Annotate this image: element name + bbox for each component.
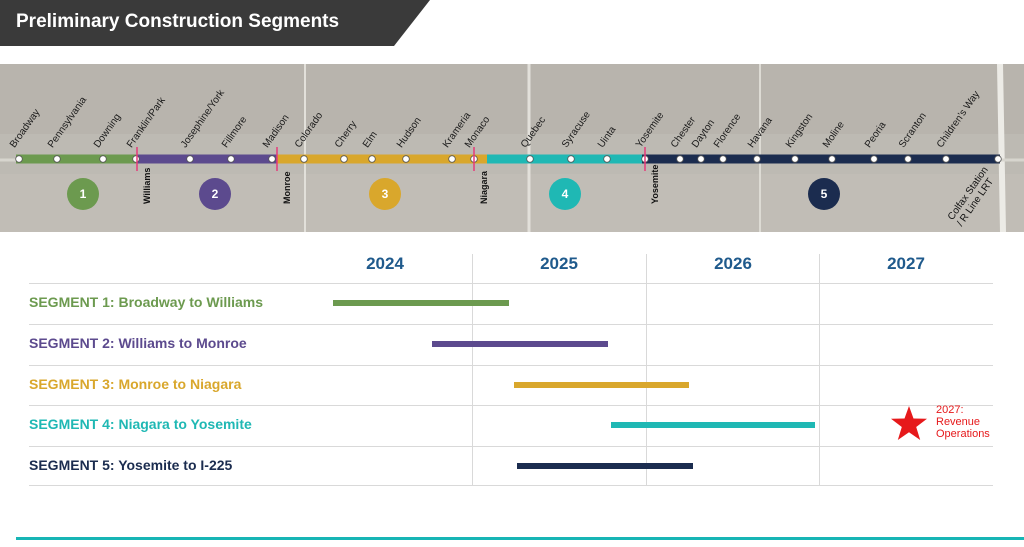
year-header: 2026 xyxy=(714,254,752,273)
station-marker xyxy=(526,155,534,163)
year-header: 2025 xyxy=(540,254,578,273)
station-marker xyxy=(567,155,575,163)
segment-row-label: SEGMENT 3: Monroe to Niagara xyxy=(29,376,242,392)
segment-badge-5: 5 xyxy=(808,178,840,210)
map-highway xyxy=(997,64,1006,232)
station-marker xyxy=(99,155,107,163)
station-marker xyxy=(368,155,376,163)
station-marker xyxy=(132,155,140,163)
map-graphic xyxy=(0,64,1024,232)
segment-badge-1: 1 xyxy=(67,178,99,210)
station-marker xyxy=(227,155,235,163)
gantt-bar-segment-5 xyxy=(517,463,693,469)
footer-divider xyxy=(16,537,1024,540)
segment-row-label: SEGMENT 4: Niagara to Yosemite xyxy=(29,416,252,432)
year-divider xyxy=(472,254,473,485)
segment-row-label: SEGMENT 2: Williams to Monroe xyxy=(29,335,247,351)
gantt-bar-segment-4 xyxy=(611,422,815,428)
terminus-marker xyxy=(994,155,1002,163)
station-marker xyxy=(268,155,276,163)
page-title: Preliminary Construction Segments xyxy=(16,11,340,32)
row-divider xyxy=(29,365,993,366)
station-marker xyxy=(340,155,348,163)
row-divider xyxy=(29,405,993,406)
revenue-note-line2: Revenue xyxy=(936,416,981,428)
station-marker xyxy=(828,155,836,163)
segment-row-label: SEGMENT 5: Yosemite to I-225 xyxy=(29,457,233,473)
row-divider xyxy=(29,324,993,325)
gantt-bar-segment-2 xyxy=(431,341,608,347)
segment-badge-2: 2 xyxy=(199,178,231,210)
boundary-label: Yosemite xyxy=(650,164,660,204)
revenue-note-line1: 2027: xyxy=(936,404,964,416)
boundary-label: Williams xyxy=(142,167,152,204)
revenue-note-line3: Operations xyxy=(936,428,990,440)
row-divider xyxy=(29,446,993,447)
map-texture-south xyxy=(0,174,1024,232)
station-marker xyxy=(53,155,61,163)
station-marker xyxy=(904,155,912,163)
station-marker xyxy=(15,155,23,163)
row-divider xyxy=(29,283,993,284)
station-marker xyxy=(448,155,456,163)
station-marker xyxy=(870,155,878,163)
station-marker xyxy=(402,155,410,163)
row-divider xyxy=(29,485,993,486)
revenue-star-icon xyxy=(891,406,927,440)
station-marker xyxy=(603,155,611,163)
segment-badge-3: 3 xyxy=(369,178,401,210)
title-banner: Preliminary Construction Segments xyxy=(0,0,430,46)
map-texture-north xyxy=(0,64,1024,134)
station-marker xyxy=(753,155,761,163)
boundary-label: Monroe xyxy=(282,171,292,205)
boundary-label: Niagara xyxy=(479,170,489,204)
segment-row-label: SEGMENT 1: Broadway to Williams xyxy=(29,294,264,310)
segment-badge-4: 4 xyxy=(549,178,581,210)
station-marker xyxy=(791,155,799,163)
corridor-map: Broadway Pennsylvania Downing Franklin/Park… xyxy=(0,64,1024,232)
year-divider xyxy=(646,254,647,485)
gantt-bar-segment-3 xyxy=(513,382,690,388)
station-marker xyxy=(300,155,308,163)
year-divider xyxy=(819,254,820,485)
title-banner-shape xyxy=(0,0,430,46)
year-header: 2027 xyxy=(887,254,925,273)
station-marker xyxy=(719,155,727,163)
station-marker xyxy=(697,155,705,163)
year-header: 2024 xyxy=(366,254,404,273)
station-marker xyxy=(186,155,194,163)
station-marker xyxy=(942,155,950,163)
station-marker xyxy=(676,155,684,163)
revenue-operations-note: 2027: Revenue Operations xyxy=(936,404,990,440)
gantt-bar-segment-1 xyxy=(332,300,509,306)
